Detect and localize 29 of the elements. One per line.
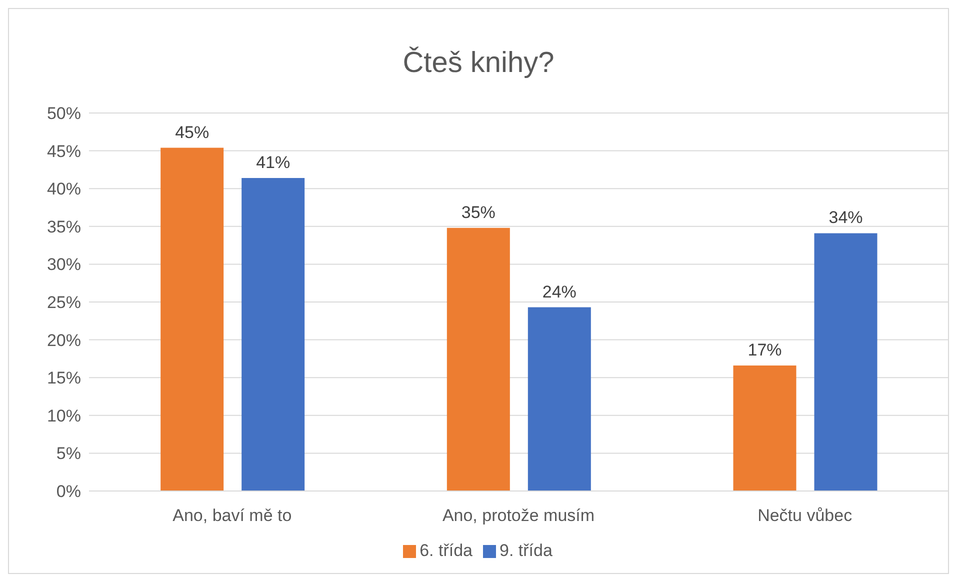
data-label: 24%	[542, 282, 576, 302]
x-tick-label: Ano, baví mě to	[172, 506, 292, 526]
bar	[733, 366, 796, 491]
x-tick-label: Ano, protože musím	[442, 506, 595, 526]
legend-label: 9. třída	[500, 541, 552, 560]
y-tick-label: 25%	[46, 293, 81, 312]
data-label: 17%	[748, 340, 782, 360]
legend-label: 6. třída	[420, 541, 472, 560]
bar	[528, 307, 591, 491]
y-tick-label: 40%	[46, 180, 81, 199]
y-tick-label: 10%	[46, 406, 81, 426]
data-label: 34%	[828, 208, 863, 228]
y-tick-label: 5%	[56, 444, 81, 464]
bar	[160, 148, 224, 491]
bar	[446, 228, 510, 491]
y-tick-label: 45%	[46, 142, 81, 161]
data-label: 45%	[175, 122, 210, 142]
chart-title: Čteš knihy?	[402, 47, 556, 80]
y-tick-label: 35%	[46, 217, 81, 236]
data-label: 41%	[256, 153, 290, 172]
data-label: 35%	[461, 202, 496, 222]
bar	[242, 178, 305, 491]
y-tick-label: 15%	[46, 368, 81, 388]
y-tick-label: 0%	[56, 482, 81, 502]
y-tick-label: 20%	[46, 330, 81, 350]
y-tick-label: 50%	[46, 104, 81, 124]
x-tick-label: Nečtu vůbec	[758, 506, 853, 526]
y-tick-label: 30%	[46, 255, 81, 274]
bar	[814, 233, 878, 491]
